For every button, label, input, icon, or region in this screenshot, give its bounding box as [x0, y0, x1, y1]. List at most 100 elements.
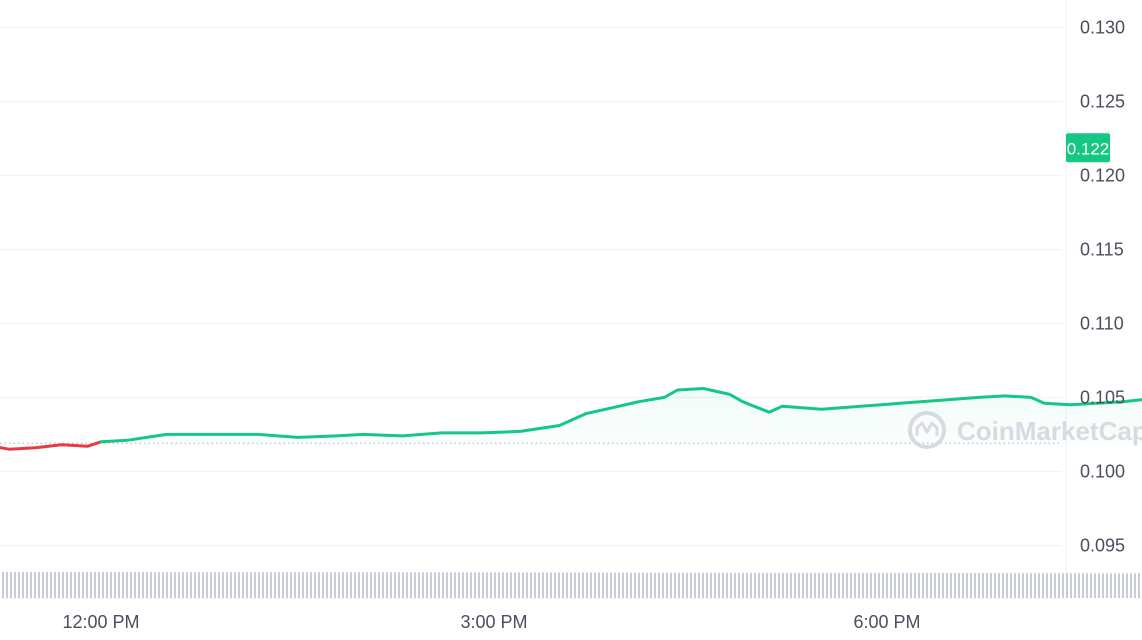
volume-bar	[1138, 573, 1140, 598]
volume-bar	[2, 571, 4, 598]
volume-bar	[754, 572, 756, 598]
volume-bar	[94, 571, 96, 598]
volume-bar	[734, 572, 736, 598]
volume-bar	[514, 572, 516, 598]
volume-bar	[242, 572, 244, 598]
volume-bar	[762, 572, 764, 598]
y-tick-label: 0.095	[1080, 535, 1125, 555]
volume-bar	[66, 571, 68, 598]
volume-bar	[1018, 573, 1020, 598]
volume-bar	[602, 572, 604, 598]
volume-bar	[490, 572, 492, 598]
volume-bar	[318, 572, 320, 598]
volume-bar	[98, 571, 100, 598]
y-tick-label: 0.115	[1080, 239, 1124, 259]
volume-bar	[1022, 573, 1024, 598]
volume-bar	[670, 572, 672, 598]
volume-bar	[90, 571, 92, 598]
volume-bar	[350, 572, 352, 598]
volume-bar	[930, 572, 932, 598]
volume-bar	[26, 571, 28, 598]
volume-bar	[18, 571, 20, 598]
volume-bar	[418, 572, 420, 598]
volume-bar	[366, 572, 368, 598]
grid-lines	[0, 0, 1067, 600]
watermark-text: CoinMarketCap	[957, 416, 1142, 446]
volume-bar	[870, 572, 872, 598]
price-line-up	[99, 387, 1142, 444]
volume-bar	[370, 572, 372, 598]
volume-bar	[686, 572, 688, 598]
volume-bar	[78, 571, 80, 598]
volume-bar	[1094, 573, 1096, 598]
volume-bar	[134, 571, 136, 598]
volume-bar	[742, 572, 744, 598]
volume-bar	[638, 572, 640, 598]
price-line	[0, 387, 1142, 451]
volume-bar	[1130, 573, 1132, 598]
volume-bar	[398, 572, 400, 598]
volume-bar	[1126, 573, 1128, 598]
volume-bar	[38, 571, 40, 598]
volume-bar	[250, 572, 252, 598]
volume-bar	[1054, 573, 1056, 598]
volume-bar	[610, 572, 612, 598]
volume-bar	[182, 572, 184, 598]
volume-bar	[578, 572, 580, 598]
volume-bar	[1062, 573, 1064, 598]
volume-bar	[818, 572, 820, 598]
volume-bar	[546, 572, 548, 598]
volume-bar	[266, 572, 268, 598]
volume-bar	[150, 571, 152, 598]
volume-bar	[934, 572, 936, 598]
x-tick-label: 12:00 PM	[62, 612, 139, 632]
volume-bar	[874, 572, 876, 598]
volume-bar	[730, 572, 732, 598]
volume-bar	[646, 572, 648, 598]
volume-bar	[442, 572, 444, 598]
volume-bar	[798, 572, 800, 598]
volume-bar	[1034, 573, 1036, 598]
volume-bar	[446, 572, 448, 598]
volume-bar	[902, 572, 904, 598]
y-tick-label: 0.110	[1080, 313, 1124, 333]
volume-bar	[294, 572, 296, 598]
volume-bar	[914, 572, 916, 598]
volume-bar	[962, 573, 964, 598]
volume-bar	[566, 572, 568, 598]
volume-bar	[698, 572, 700, 598]
volume-bar	[114, 571, 116, 598]
volume-bar	[174, 572, 176, 598]
volume-bar	[394, 572, 396, 598]
volume-bar	[878, 572, 880, 598]
volume-bar	[814, 572, 816, 598]
volume-bar	[650, 572, 652, 598]
volume-bar	[1058, 573, 1060, 598]
volume-bar	[126, 571, 128, 598]
volume-bar	[854, 572, 856, 598]
volume-bar	[290, 572, 292, 598]
volume-bar	[258, 572, 260, 598]
volume-bar	[978, 573, 980, 598]
volume-bar	[1114, 573, 1116, 598]
volume-bar	[1042, 573, 1044, 598]
volume-bar	[746, 572, 748, 598]
volume-bar	[246, 572, 248, 598]
volume-bar	[190, 572, 192, 598]
volume-bar	[170, 572, 172, 598]
volume-bar	[426, 572, 428, 598]
volume-bar	[14, 571, 16, 598]
volume-bar	[806, 572, 808, 598]
volume-bar	[346, 572, 348, 598]
volume-bar	[122, 571, 124, 598]
volume-bar	[842, 572, 844, 598]
volume-bar	[894, 572, 896, 598]
volume-bar	[386, 572, 388, 598]
volume-bar	[582, 572, 584, 598]
volume-bar	[1082, 573, 1084, 598]
coinmarketcap-watermark: CoinMarketCap	[908, 411, 1142, 449]
x-tick-label: 6:00 PM	[853, 612, 920, 632]
volume-bar	[1078, 573, 1080, 598]
volume-bar	[1110, 573, 1112, 598]
